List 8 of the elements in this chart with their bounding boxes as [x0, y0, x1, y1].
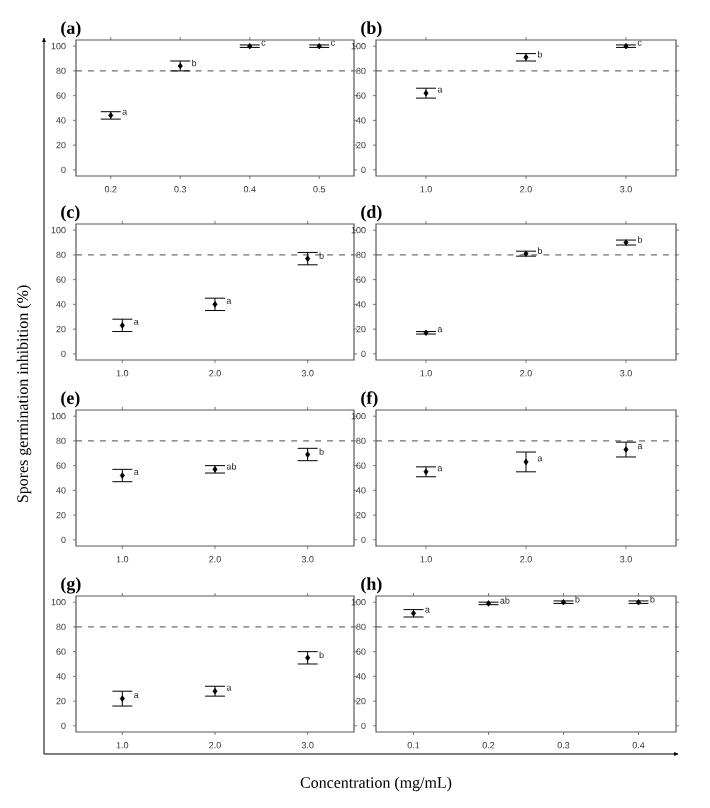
chart-title: (a) [61, 21, 81, 38]
chart-title: (b) [361, 21, 382, 38]
chart-title: (h) [361, 577, 382, 594]
chart-title: (g) [61, 577, 81, 594]
chart-title: (f) [361, 391, 378, 408]
chart-title: (c) [61, 205, 80, 222]
chart-title: (d) [361, 205, 382, 222]
chart-title: (e) [61, 391, 80, 408]
